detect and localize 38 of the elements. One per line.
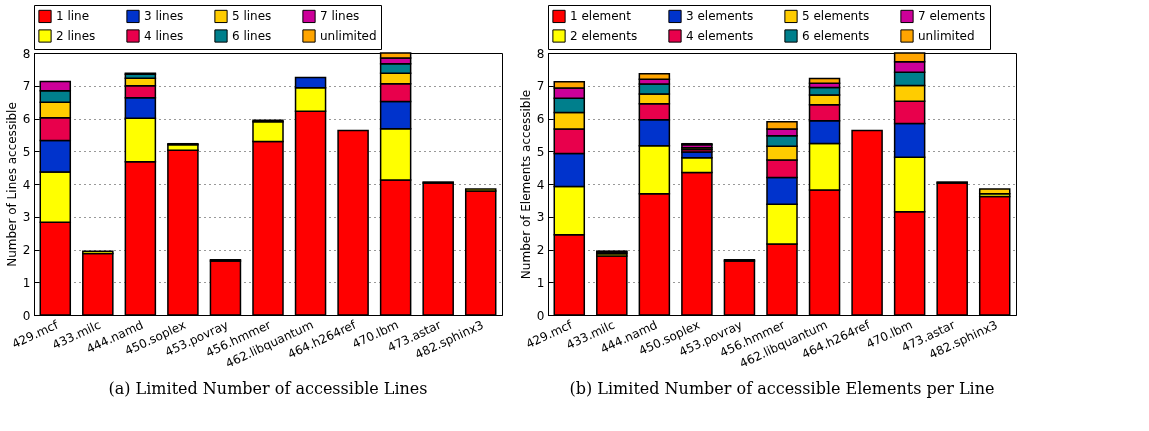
y-tick-label: 8 — [536, 46, 545, 61]
y-tick-label: 2 — [536, 243, 545, 257]
legend-label: 5 lines — [232, 9, 272, 24]
y-tick-label: 4 — [536, 177, 545, 192]
text: (b) Limited Number of accessible Elements per Line — [569, 379, 995, 399]
y-tick-label: 8 — [22, 46, 31, 61]
legend-label: unlimited — [320, 29, 377, 43]
legend-label: 1 line — [56, 9, 90, 24]
y-tick-label: 1 — [22, 275, 31, 290]
y-tick-label: 6 — [22, 112, 31, 126]
legend-label: 6 lines — [232, 29, 272, 43]
text: (a) Limited Number of accessible Lines — [108, 379, 428, 399]
legend-label: unlimited — [918, 29, 975, 43]
y-tick-label: 1 — [536, 275, 545, 290]
legend-label: 7 lines — [320, 9, 360, 24]
y-tick-label: 0 — [536, 308, 545, 323]
legend-label: 2 elements — [570, 29, 638, 43]
legend-label: 4 lines — [144, 29, 184, 43]
legend-label: 6 elements — [802, 29, 870, 43]
y-axis-title: Number of Elements accessible — [518, 89, 533, 280]
y-tick-label: 2 — [22, 243, 31, 257]
y-tick-label: 4 — [22, 177, 31, 192]
y-axis-title: Number of Lines accessible — [4, 102, 19, 267]
y-tick-label: 7 — [22, 79, 31, 94]
y-tick-label: 0 — [22, 308, 31, 323]
legend-label: 7 elements — [918, 9, 986, 24]
legend-label: 4 elements — [686, 29, 754, 43]
y-tick-label: 5 — [536, 144, 545, 159]
y-tick-label: 6 — [536, 112, 545, 126]
y-tick-label: 7 — [536, 79, 545, 94]
y-tick-label: 3 — [536, 210, 545, 225]
legend-label: 3 elements — [686, 9, 754, 24]
y-tick-label: 5 — [22, 144, 31, 159]
y-tick-label: 3 — [22, 210, 31, 225]
legend-label: 3 lines — [144, 9, 184, 24]
legend-label: 5 elements — [802, 9, 870, 24]
legend-label: 1 element — [570, 9, 632, 24]
legend-label: 2 lines — [56, 29, 96, 43]
